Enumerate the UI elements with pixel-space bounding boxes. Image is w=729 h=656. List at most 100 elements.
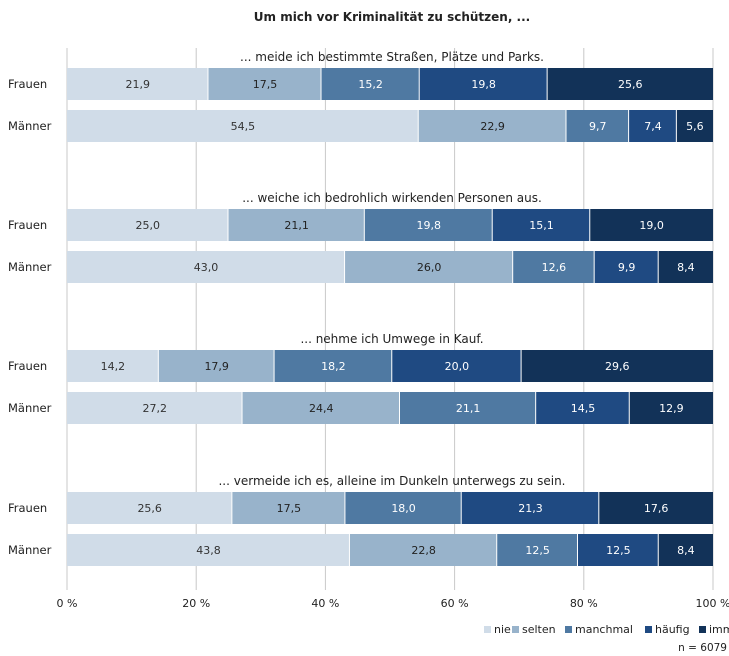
data-label: 19,8 [471, 78, 496, 91]
legend-label: immer [709, 623, 729, 636]
bar-segment [345, 251, 513, 283]
x-tick-label: 40 % [311, 597, 339, 610]
bar-segment [67, 534, 349, 566]
row-label: Männer [8, 119, 52, 133]
data-label: 17,9 [204, 360, 229, 373]
data-label: 12,5 [525, 544, 550, 557]
bar-segment [629, 392, 713, 424]
bar-segment [577, 534, 658, 566]
bar-segment [67, 251, 345, 283]
bar-segment [67, 110, 418, 142]
legend-label: selten [522, 623, 556, 636]
x-axis: 0 % 20 % 40 % 60 % 80 % 100 % [57, 597, 729, 610]
data-label: 15,1 [529, 219, 554, 232]
sample-size-note: n = 6079 [678, 642, 727, 654]
bar-row: Männer 43,0 26,0 12,6 9,9 8,4 [8, 251, 713, 283]
bar-row: Frauen 21,9 17,5 15,2 19,8 25,6 [8, 68, 713, 100]
bar-segment [67, 209, 228, 241]
bar-segment [158, 350, 274, 382]
data-label: 9,9 [618, 261, 636, 274]
data-label: 24,4 [309, 402, 334, 415]
bar-segment [461, 492, 599, 524]
data-label: 43,0 [194, 261, 219, 274]
bar-segment [392, 350, 521, 382]
legend-label: häufig [655, 623, 690, 636]
data-label: 21,1 [456, 402, 481, 415]
bar-segment [497, 534, 577, 566]
bar-segment [590, 209, 713, 241]
bar-segment [232, 492, 345, 524]
bar-segment [67, 350, 158, 382]
data-label: 18,0 [391, 502, 416, 515]
bar-segment [629, 110, 676, 142]
bar-row: Männer 43,8 22,8 12,5 12,5 8,4 [8, 534, 713, 566]
group-title: ... weiche ich bedrohlich wirkenden Pers… [242, 191, 542, 205]
legend-item: häufig [645, 623, 690, 636]
x-tick-label: 100 % [696, 597, 729, 610]
legend-swatch [512, 626, 519, 633]
data-label: 21,1 [284, 219, 309, 232]
bar-segment [228, 209, 364, 241]
x-tick-label: 60 % [441, 597, 469, 610]
row-label: Frauen [8, 77, 47, 91]
data-label: 25,6 [618, 78, 643, 91]
data-label: 54,5 [231, 120, 256, 133]
data-label: 19,8 [417, 219, 442, 232]
bar-segment [400, 392, 536, 424]
legend-item: selten [512, 623, 556, 636]
bar-segment [658, 251, 713, 283]
bar-row: Männer 54,5 22,9 9,7 7,4 5,6 [8, 110, 713, 142]
row-label: Männer [8, 401, 52, 415]
chart-title: Um mich vor Kriminalität zu schützen, ..… [254, 10, 530, 24]
bar-segment [492, 209, 590, 241]
data-label: 22,9 [480, 120, 505, 133]
data-label: 18,2 [321, 360, 346, 373]
data-label: 14,2 [101, 360, 126, 373]
data-label: 9,7 [589, 120, 607, 133]
row-label: Frauen [8, 359, 47, 373]
data-label: 8,4 [677, 544, 695, 557]
data-label: 27,2 [143, 402, 168, 415]
legend-label: manchmal [575, 623, 633, 636]
bar-segment [419, 68, 547, 100]
data-label: 7,4 [644, 120, 662, 133]
legend-item: manchmal [565, 623, 633, 636]
legend-item: immer [699, 623, 729, 636]
bar-segment [242, 392, 400, 424]
data-label: 26,0 [417, 261, 442, 274]
bar-segment [364, 209, 492, 241]
data-label: 17,5 [253, 78, 278, 91]
bar-segment [599, 492, 713, 524]
data-label: 17,6 [644, 502, 669, 515]
legend-swatch [484, 626, 491, 633]
data-label: 20,0 [445, 360, 470, 373]
bar-segment [274, 350, 392, 382]
bar-segment [67, 492, 232, 524]
group-title: ... nehme ich Umwege in Kauf. [300, 332, 483, 346]
bar-segment [594, 251, 658, 283]
bar-segment [67, 392, 242, 424]
data-label: 43,8 [196, 544, 221, 557]
row-label: Männer [8, 543, 52, 557]
data-label: 14,5 [571, 402, 596, 415]
bar-segment [321, 68, 419, 100]
bar-group: ... weiche ich bedrohlich wirkenden Pers… [8, 191, 713, 283]
data-label: 5,6 [686, 120, 704, 133]
legend-swatch [565, 626, 572, 633]
bar-group: ... vermeide ich es, alleine im Dunkeln … [8, 474, 713, 566]
legend-swatch [645, 626, 652, 633]
data-label: 15,2 [358, 78, 383, 91]
data-label: 21,9 [125, 78, 150, 91]
legend-item: nie [484, 623, 511, 636]
bar-segment [418, 110, 566, 142]
data-label: 29,6 [605, 360, 630, 373]
bar-group: ... nehme ich Umwege in Kauf. Frauen 14,2 1… [8, 332, 713, 424]
group-title: ... vermeide ich es, alleine im Dunkeln … [218, 474, 565, 488]
x-tick-label: 20 % [182, 597, 210, 610]
bar-segment [67, 68, 208, 100]
legend: nie selten manchmal häufig immer [484, 623, 729, 636]
bar-row: Frauen 25,0 21,1 19,8 15,1 19,0 [8, 209, 713, 241]
data-label: 12,5 [606, 544, 631, 557]
bar-segment [676, 110, 713, 142]
group-title: ... meide ich bestimmte Straßen, Plätze … [240, 50, 544, 64]
